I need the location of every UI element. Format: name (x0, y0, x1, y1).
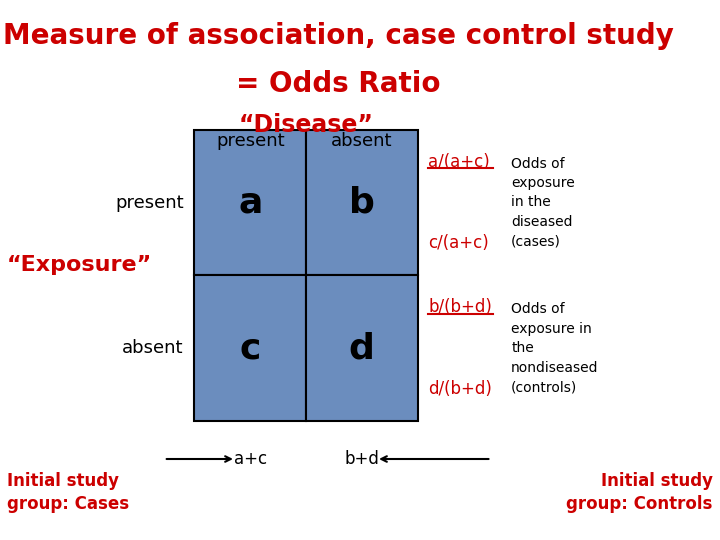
Text: Initial study
group: Cases: Initial study group: Cases (7, 472, 130, 512)
Text: present: present (216, 132, 284, 150)
Text: a/(a+c): a/(a+c) (428, 153, 490, 171)
Text: = Odds Ratio: = Odds Ratio (236, 70, 441, 98)
Text: b/(b+d): b/(b+d) (428, 299, 492, 316)
Text: d/(b+d): d/(b+d) (428, 380, 492, 398)
Text: c/(a+c): c/(a+c) (428, 234, 489, 252)
Text: Initial study
group: Controls: Initial study group: Controls (567, 472, 713, 512)
Text: “Exposure”: “Exposure” (7, 254, 153, 275)
Text: Measure of association, case control study: Measure of association, case control stu… (3, 22, 674, 50)
Text: Odds of
exposure
in the
diseased
(cases): Odds of exposure in the diseased (cases) (511, 157, 575, 248)
Text: present: present (115, 193, 184, 212)
Text: a+c: a+c (233, 450, 267, 468)
Text: d: d (349, 332, 374, 365)
Text: c: c (240, 332, 261, 365)
Text: absent: absent (331, 132, 392, 150)
Text: “Disease”: “Disease” (238, 113, 374, 137)
Text: Odds of
exposure in
the
nondiseased
(controls): Odds of exposure in the nondiseased (con… (511, 302, 599, 394)
Text: b: b (349, 186, 374, 219)
Text: a: a (238, 186, 262, 219)
Text: absent: absent (122, 339, 184, 357)
Text: b+d: b+d (344, 450, 379, 468)
